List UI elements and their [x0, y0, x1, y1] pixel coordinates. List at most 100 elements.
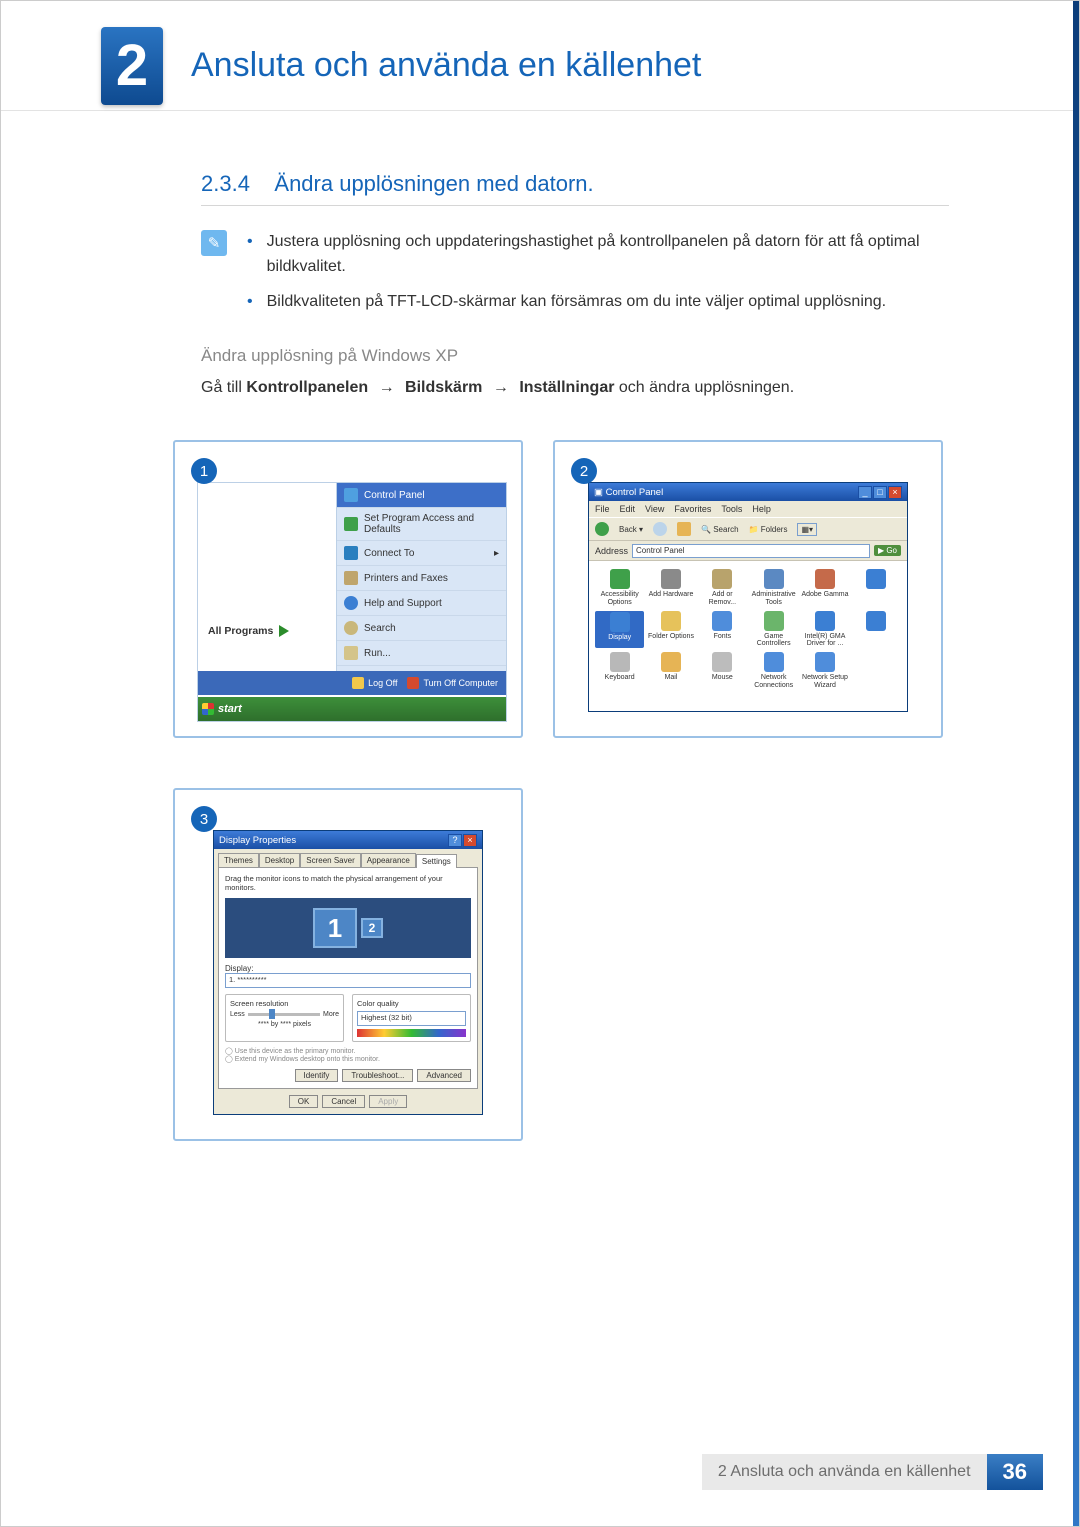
resolution-slider[interactable]: Less More: [230, 1011, 339, 1018]
logoff-button[interactable]: Log Off: [352, 677, 397, 689]
chapter-title: Ansluta och använda en källenhet: [191, 46, 701, 85]
advanced-button[interactable]: Advanced: [417, 1069, 471, 1082]
control-panel-icon: [344, 488, 358, 502]
close-button[interactable]: ×: [888, 486, 902, 499]
go-button[interactable]: ▶ Go: [874, 545, 901, 556]
res-color-row: Screen resolution Less More **** by ****…: [225, 994, 471, 1042]
settings-pane: Drag the monitor icons to match the phys…: [218, 867, 478, 1089]
menu-item[interactable]: Run...: [337, 641, 506, 666]
menu-file[interactable]: File: [595, 504, 610, 514]
section-heading: 2.3.4 Ändra upplösningen med datorn.: [201, 171, 949, 206]
tab-settings[interactable]: Settings: [416, 854, 457, 868]
menu-item[interactable]: Search: [337, 616, 506, 641]
chapter-header: 2 Ansluta och använda en källenhet: [1, 1, 1079, 111]
menu-item[interactable]: Connect To▸: [337, 541, 506, 566]
menu-view[interactable]: View: [645, 504, 664, 514]
cp-item[interactable]: Accessibility Options: [595, 569, 644, 606]
note-list: • Justera upplösning och uppdateringshas…: [247, 230, 949, 324]
screenshot-2-frame: 2 ▣ Control Panel _ □ × File Edit View: [553, 440, 943, 738]
ok-button[interactable]: OK: [289, 1095, 319, 1108]
maximize-button[interactable]: □: [873, 486, 887, 499]
window-title: Control Panel: [606, 487, 664, 498]
windows-flag-icon: [202, 703, 214, 715]
cancel-button[interactable]: Cancel: [322, 1095, 365, 1108]
dialog-buttons: OK Cancel Apply: [214, 1095, 482, 1114]
monitor-arrangement[interactable]: 1 2: [225, 898, 471, 958]
tab-desktop[interactable]: Desktop: [259, 853, 300, 867]
window-titlebar: Display Properties ? ×: [214, 831, 482, 849]
menu-item[interactable]: Set Program Access and Defaults: [337, 508, 506, 541]
identify-button[interactable]: Identify: [295, 1069, 339, 1082]
cp-item[interactable]: Adobe Gamma: [800, 569, 849, 606]
address-field[interactable]: Control Panel: [632, 544, 870, 558]
troubleshoot-button[interactable]: Troubleshoot...: [342, 1069, 413, 1082]
menu-help[interactable]: Help: [752, 504, 771, 514]
cp-item[interactable]: Folder Options: [646, 611, 695, 648]
cp-item[interactable]: Add or Remov...: [698, 569, 747, 606]
cp-icon-grid: Accessibility Options Add Hardware Add o…: [595, 569, 901, 689]
subheading: Ändra upplösning på Windows XP: [201, 346, 949, 366]
resolution-value: **** by **** pixels: [230, 1021, 339, 1028]
menu-edit[interactable]: Edit: [620, 504, 636, 514]
instruction-suffix: och ändra upplösningen.: [619, 379, 794, 396]
cp-item[interactable]: Mouse: [698, 652, 747, 689]
cp-item[interactable]: Keyboard: [595, 652, 644, 689]
cp-item[interactable]: Network Connections: [749, 652, 798, 689]
display-select[interactable]: 1. **********: [225, 973, 471, 988]
forward-icon[interactable]: [653, 522, 667, 536]
check-extend[interactable]: ◯ Extend my Windows desktop onto this mo…: [225, 1055, 471, 1063]
tab-themes[interactable]: Themes: [218, 853, 259, 867]
views-button[interactable]: ▦▾: [797, 523, 817, 536]
check-primary[interactable]: ◯ Use this device as the primary monitor…: [225, 1047, 471, 1055]
all-programs-button[interactable]: All Programs: [208, 625, 289, 637]
cp-item[interactable]: [852, 611, 901, 648]
cp-item[interactable]: Add Hardware: [646, 569, 695, 606]
tab-screensaver[interactable]: Screen Saver: [300, 853, 360, 867]
menu-item[interactable]: Printers and Faxes: [337, 566, 506, 591]
color-quality-select[interactable]: Highest (32 bit): [357, 1011, 466, 1026]
menu-label: Control Panel: [364, 490, 425, 501]
control-panel-window: ▣ Control Panel _ □ × File Edit View Fav…: [588, 482, 908, 712]
xp-start-menu: All Programs Control Panel Set Program A…: [197, 482, 507, 722]
cp-item[interactable]: [852, 569, 901, 606]
menu-favorites[interactable]: Favorites: [674, 504, 711, 514]
group-label: Screen resolution: [230, 999, 339, 1008]
start-label: start: [218, 703, 242, 715]
search-button[interactable]: 🔍 Search: [701, 525, 739, 534]
close-button[interactable]: ×: [463, 834, 477, 847]
folders-button[interactable]: 📁 Folders: [749, 525, 788, 534]
menu-item-control-panel[interactable]: Control Panel: [337, 483, 506, 508]
cp-item[interactable]: Administrative Tools: [749, 569, 798, 606]
page-number: 36: [987, 1454, 1043, 1490]
minimize-button[interactable]: _: [858, 486, 872, 499]
address-bar: Address Control Panel ▶ Go: [589, 541, 907, 561]
start-button[interactable]: start: [202, 703, 242, 715]
up-icon[interactable]: [677, 522, 691, 536]
page: 2 Ansluta och använda en källenhet 2.3.4…: [0, 0, 1080, 1527]
color-group: Color quality Highest (32 bit): [352, 994, 471, 1042]
menu-label: Search: [364, 623, 396, 634]
arrow-icon: →: [493, 379, 509, 396]
back-icon[interactable]: [595, 522, 609, 536]
menu-label: Help and Support: [364, 598, 442, 609]
cp-item[interactable]: Fonts: [698, 611, 747, 648]
apply-button[interactable]: Apply: [369, 1095, 407, 1108]
turnoff-button[interactable]: Turn Off Computer: [407, 677, 498, 689]
menu-tools[interactable]: Tools: [721, 504, 742, 514]
screenshots: 1 All Programs Control Panel Set Program…: [173, 440, 949, 1141]
connect-icon: [344, 546, 358, 560]
cp-item[interactable]: Intel(R) GMA Driver for ...: [800, 611, 849, 648]
monitor-2[interactable]: 2: [361, 918, 383, 938]
cp-item-display[interactable]: Display: [595, 611, 644, 648]
monitor-1[interactable]: 1: [313, 908, 357, 948]
cp-item[interactable]: Network Setup Wizard: [800, 652, 849, 689]
tab-appearance[interactable]: Appearance: [361, 853, 416, 867]
display-properties-window: Display Properties ? × Themes Desktop Sc…: [213, 830, 483, 1115]
cp-item[interactable]: Mail: [646, 652, 695, 689]
menubar: File Edit View Favorites Tools Help: [589, 501, 907, 517]
page-footer: 2 Ansluta och använda en källenhet 36: [702, 1454, 1043, 1490]
menu-item[interactable]: Help and Support: [337, 591, 506, 616]
cp-body: Accessibility Options Add Hardware Add o…: [589, 561, 907, 711]
cp-item[interactable]: Game Controllers: [749, 611, 798, 648]
help-button[interactable]: ?: [448, 834, 462, 847]
